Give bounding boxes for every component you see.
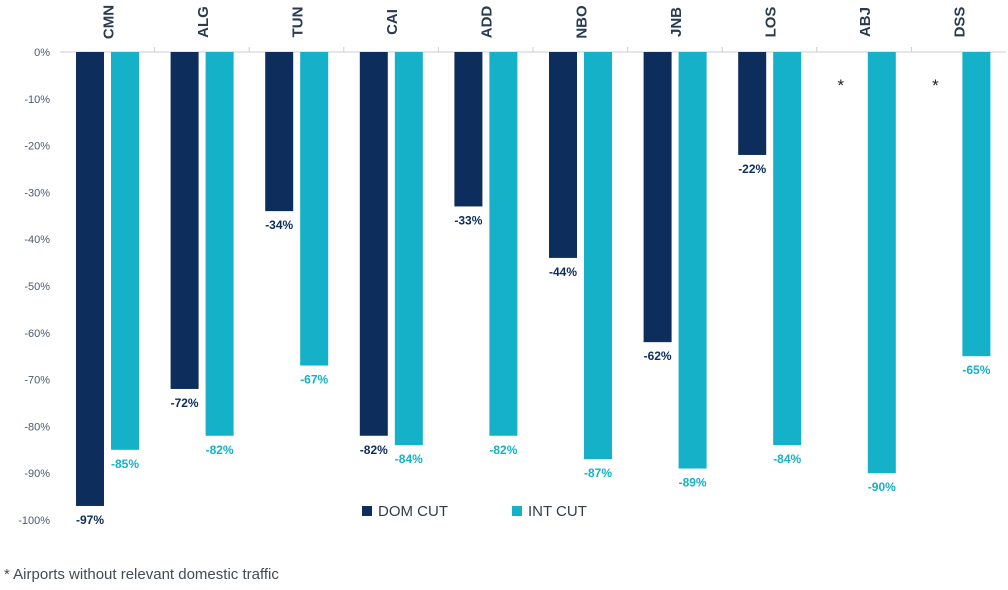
int-value-label: -67% (300, 373, 328, 387)
no-data-marker: * (932, 76, 939, 95)
category-label-tun: TUN (289, 7, 306, 38)
int-bar-alg (205, 52, 234, 436)
int-bar-nbo (584, 52, 612, 460)
int-value-label: -84% (773, 452, 801, 466)
int-value-label: -90% (868, 480, 896, 494)
int-bar-cai (394, 52, 423, 446)
category-label-jnb: JNB (668, 7, 685, 37)
legend: DOM CUT INT CUT (362, 503, 587, 520)
dom-value-label: -33% (454, 213, 482, 227)
category-label-alg: ALG (195, 6, 212, 38)
y-tick-label: -100% (18, 515, 50, 527)
y-tick-label: 0% (34, 47, 50, 59)
y-tick-label: -20% (24, 141, 50, 153)
y-tick-label: -50% (24, 281, 50, 293)
int-bar-add (489, 52, 518, 436)
y-axis: 0% -10% -20% -30% -40% -50% -60% -70% -80% -90% -1… (18, 47, 50, 527)
y-tick-label: -60% (24, 328, 50, 340)
int-value-label: -89% (679, 476, 707, 490)
y-tick-label: -40% (24, 234, 50, 246)
category-label-add: ADD (479, 6, 496, 39)
int-value-label: -85% (111, 457, 139, 471)
dom-bar-los (738, 52, 767, 155)
dom-bar-alg (170, 52, 199, 389)
category-label-los: LOS (762, 7, 779, 38)
int-bar-los (773, 52, 802, 446)
int-bar-abj (867, 52, 896, 474)
legend-swatch-dom (362, 506, 372, 516)
y-tick-label: -80% (24, 421, 50, 433)
int-bar-cmn (111, 52, 139, 450)
dom-bar-cai (359, 52, 388, 436)
legend-label-int: INT CUT (528, 503, 587, 520)
category-label-dss: DSS (952, 7, 969, 38)
category-label-cmn: CMN (100, 5, 117, 39)
dom-bar-jnb (643, 52, 672, 343)
category-separators (60, 47, 1006, 53)
dom-value-label: -22% (738, 162, 766, 176)
bars (76, 52, 991, 506)
dom-value-label: -44% (549, 265, 577, 279)
int-bar-tun (300, 52, 329, 366)
no-data-marker: * (837, 76, 844, 95)
int-value-label: -87% (584, 466, 612, 480)
dom-value-label: -62% (644, 349, 672, 363)
y-tick-label: -10% (24, 94, 50, 106)
int-value-label: -84% (395, 452, 423, 466)
dom-bar-add (454, 52, 483, 207)
y-tick-label: -90% (24, 468, 50, 480)
category-labels: CMN ALG TUN CAI ADD NBO JNB LOS ABJ DSS (100, 5, 968, 39)
dom-bar-tun (265, 52, 294, 212)
dom-value-label: -72% (171, 396, 199, 410)
legend-swatch-int (512, 506, 522, 516)
footnote: * Airports without relevant domestic tra… (4, 566, 279, 583)
category-label-cai: CAI (384, 9, 401, 35)
int-value-label: -82% (489, 443, 517, 457)
category-label-abj: ABJ (857, 7, 874, 37)
bar-value-labels: -97% -72% -34% -82% -33% -44% -62% -22% * * -85% -8… (76, 76, 991, 527)
int-value-label: -65% (962, 363, 990, 377)
category-label-nbo: NBO (573, 5, 590, 39)
dom-bar-nbo (549, 52, 577, 258)
dom-value-label: -97% (76, 513, 104, 527)
dom-value-label: -34% (265, 218, 293, 232)
int-bar-jnb (678, 52, 707, 469)
y-tick-label: -70% (24, 375, 50, 387)
dom-bar-cmn (76, 52, 104, 506)
int-bar-dss (962, 52, 991, 357)
y-tick-label: -30% (24, 187, 50, 199)
dom-value-label: -82% (360, 443, 388, 457)
legend-label-dom: DOM CUT (378, 503, 448, 520)
int-value-label: -82% (206, 443, 234, 457)
